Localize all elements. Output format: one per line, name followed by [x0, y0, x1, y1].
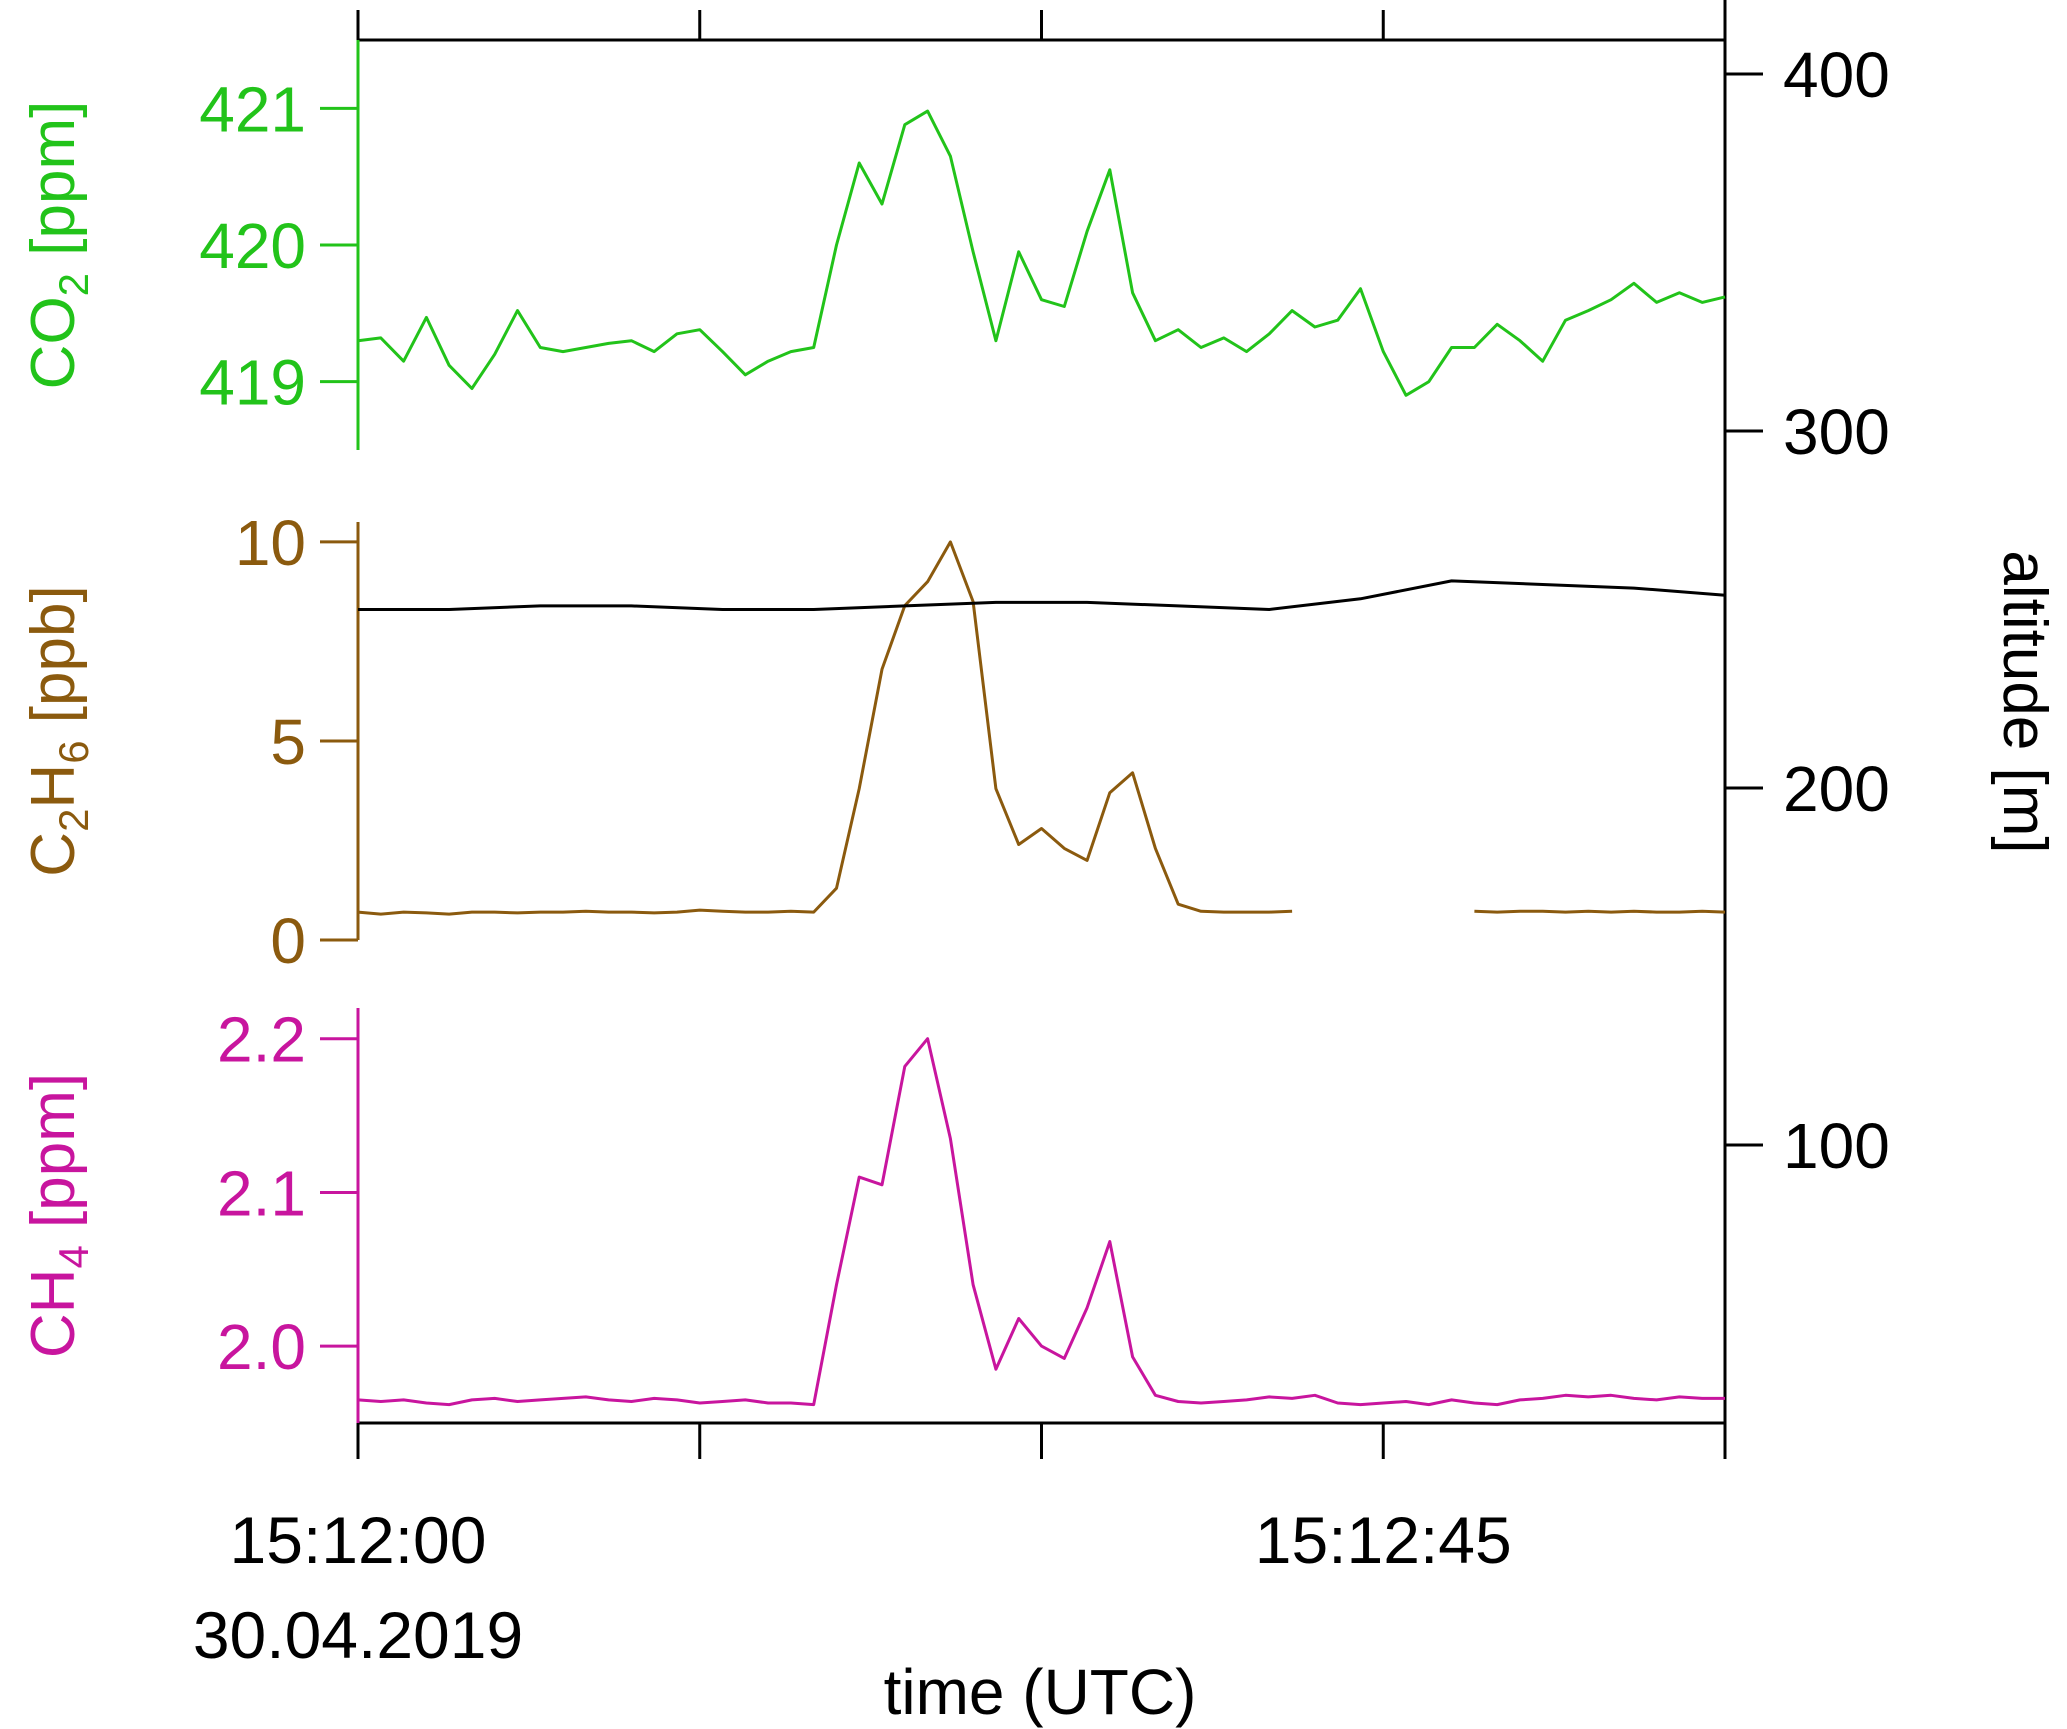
ch4-y-tick-label: 2.0 — [217, 1311, 306, 1383]
altitude-tick-label: 300 — [1783, 396, 1890, 468]
co2-series-line — [357, 109, 1726, 397]
c2h6-panel: 0 5 10 C2H6 [ppb] — [19, 507, 1726, 977]
ch4-panel: 2.0 2.1 2.2 CH4 [ppm] — [19, 1004, 1725, 1423]
altitude-axis-title: altitude [m] — [1990, 550, 2059, 853]
altitude-series-line — [358, 579, 1726, 611]
co2-y-axis-title: CO2 [ppm] — [19, 101, 97, 390]
ch4-y-axis-title: CH4 [ppm] — [19, 1073, 97, 1358]
c2h6-y-tick-label: 0 — [270, 905, 306, 977]
altitude-tick-label: 200 — [1783, 753, 1890, 825]
c2h6-y-tick-label: 5 — [270, 706, 306, 778]
co2-y-tick-label: 421 — [199, 73, 306, 145]
co2-y-tick-label: 419 — [199, 347, 306, 419]
ch4-series-line — [357, 1037, 1725, 1407]
ch4-y-tick-label: 2.1 — [217, 1157, 306, 1229]
c2h6-y-tick-label: 10 — [235, 507, 306, 579]
x-tick-sublabel: 30.04.2019 — [193, 1598, 523, 1672]
ch4-y-tick-label: 2.2 — [217, 1004, 306, 1076]
x-tick-label: 15:12:45 — [1255, 1503, 1512, 1577]
altitude-tick-label: 100 — [1783, 1110, 1890, 1182]
altitude-tick-label: 400 — [1783, 39, 1890, 111]
x-axis-label: time (UTC) — [884, 1656, 1197, 1728]
plot-frame — [358, 0, 1727, 1425]
c2h6-series-line — [357, 540, 1726, 916]
x-tick-label: 15:12:00 — [230, 1503, 487, 1577]
co2-y-tick-label: 420 — [199, 210, 306, 282]
c2h6-y-axis-title: C2H6 [ppb] — [19, 585, 97, 876]
time-axis: 15:12:00 30.04.2019 15:12:45 — [193, 10, 1727, 1672]
co2-panel: 419 420 421 CO2 [ppm] — [19, 40, 1726, 450]
altitude-axis: 100 200 300 400 altitude [m] — [358, 39, 2059, 1182]
